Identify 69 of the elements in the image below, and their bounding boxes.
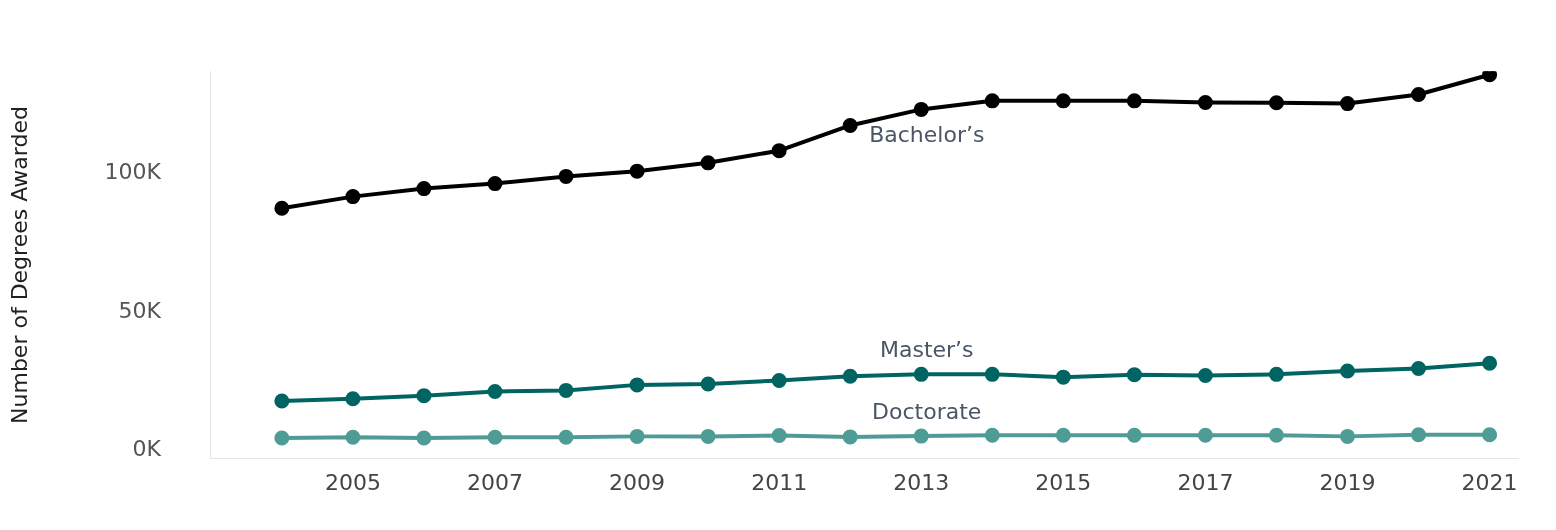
x-tick-label: 2019 <box>1319 469 1376 495</box>
point <box>1055 93 1071 109</box>
point <box>274 430 290 446</box>
point <box>1197 94 1213 110</box>
point <box>1055 427 1071 443</box>
point <box>700 376 716 392</box>
point <box>1126 367 1142 383</box>
x-tick-label: 2007 <box>466 469 523 495</box>
point <box>274 200 290 216</box>
point <box>842 117 858 133</box>
point <box>558 168 574 184</box>
point <box>629 163 645 179</box>
x-tick-label: 2017 <box>1177 469 1234 495</box>
point <box>771 428 787 444</box>
point <box>274 393 290 409</box>
point <box>1055 369 1071 385</box>
x-tick-label: 2013 <box>893 469 950 495</box>
point <box>1482 427 1498 443</box>
point <box>984 427 1000 443</box>
point <box>771 372 787 388</box>
point <box>416 430 432 446</box>
x-tick-label: 2009 <box>609 469 666 495</box>
point <box>1268 427 1284 443</box>
point <box>558 429 574 445</box>
x-tick-label: 2011 <box>751 469 808 495</box>
point <box>842 429 858 445</box>
y-tick-label: 100K <box>104 159 162 185</box>
point <box>629 377 645 393</box>
point <box>1411 361 1427 377</box>
y-tick-label: 50K <box>118 297 162 323</box>
point <box>913 101 929 117</box>
series-label: Master’s <box>879 337 974 363</box>
point <box>487 384 503 400</box>
point <box>842 368 858 384</box>
point <box>1340 363 1355 379</box>
point <box>345 189 361 205</box>
x-tick-label: 2021 <box>1461 469 1518 495</box>
point <box>771 143 787 159</box>
point <box>1268 366 1284 382</box>
point <box>700 428 716 444</box>
y-tick-label: 0K <box>132 436 162 462</box>
point <box>984 366 1000 382</box>
x-tick-label: 2015 <box>1035 469 1092 495</box>
point <box>1126 427 1142 443</box>
point <box>416 181 432 197</box>
point <box>1411 86 1427 102</box>
point <box>416 388 432 404</box>
point <box>1197 367 1213 383</box>
point <box>700 155 716 171</box>
point <box>1411 427 1427 443</box>
point <box>1126 93 1142 109</box>
point <box>345 429 361 445</box>
point <box>487 429 503 445</box>
point <box>345 391 361 407</box>
point <box>629 428 645 444</box>
x-tick-label: 2005 <box>324 469 381 495</box>
point <box>1197 427 1213 443</box>
point <box>913 428 929 444</box>
point <box>1268 95 1284 111</box>
point <box>984 93 1000 109</box>
point <box>913 366 929 382</box>
point <box>1482 355 1498 371</box>
series-label: Doctorate <box>872 398 982 424</box>
point <box>487 176 503 192</box>
point <box>1340 428 1355 444</box>
point <box>558 382 574 398</box>
series-label: Bachelor’s <box>869 122 985 148</box>
y-axis-title: Number of Degrees Awarded <box>6 106 32 424</box>
point <box>1340 96 1355 112</box>
